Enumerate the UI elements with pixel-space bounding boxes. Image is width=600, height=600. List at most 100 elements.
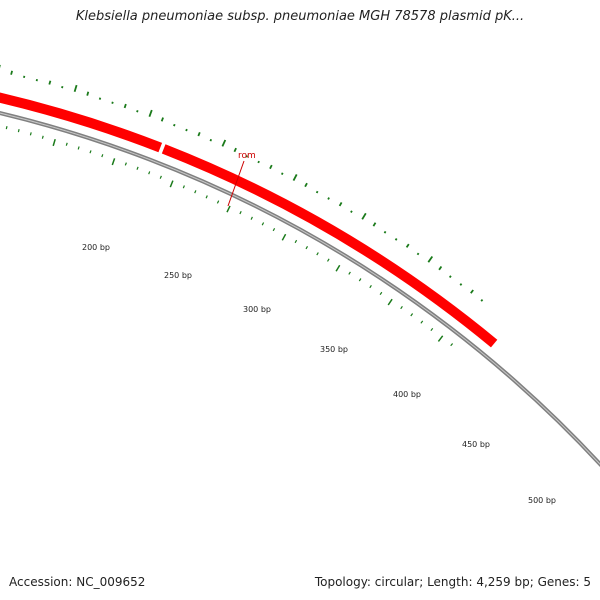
gc-mark	[361, 212, 367, 220]
ruler-tick	[136, 166, 139, 170]
gc-mark	[10, 70, 13, 75]
ruler-label-400: 400 bp	[393, 390, 421, 399]
gc-mark	[98, 97, 102, 100]
ruler-label-500: 500 bp	[528, 496, 556, 505]
gc-mark	[315, 190, 319, 194]
ruler-labels: 200 bp 250 bp 300 bp 350 bp 400 bp 450 b…	[82, 243, 556, 505]
ruler-tick	[148, 171, 151, 175]
ruler-label-200: 200 bp	[82, 243, 110, 252]
gc-mark	[480, 299, 484, 302]
gc-mark	[148, 109, 153, 118]
gc-mark	[160, 117, 164, 122]
gc-mark	[280, 172, 284, 176]
gc-mark	[350, 210, 353, 213]
gc-mark	[438, 265, 443, 271]
ruler-tick	[52, 138, 56, 147]
gc-mark	[383, 230, 387, 234]
gc-mark	[209, 138, 213, 142]
gc-mark	[221, 139, 227, 147]
gene-rom-segment-2	[161, 144, 498, 348]
gc-mark	[416, 252, 420, 256]
gc-mark	[245, 155, 249, 158]
gc-mark	[123, 103, 127, 109]
ruler-tick	[65, 142, 68, 146]
ruler-tick	[111, 158, 116, 166]
ruler-tick	[182, 185, 185, 189]
gc-mark	[327, 197, 330, 200]
ruler-tick	[358, 278, 362, 282]
topology-summary: Topology: circular; Length: 4,259 bp; Ge…	[314, 575, 591, 589]
ruler-label-350: 350 bp	[320, 345, 348, 354]
gc-mark	[86, 91, 90, 96]
ruler-tick	[410, 313, 414, 317]
ruler-label-450: 450 bp	[462, 440, 490, 449]
ruler-tick	[5, 126, 8, 130]
ruler-label-250: 250 bp	[164, 271, 192, 280]
gc-mark	[292, 173, 298, 182]
map-title: Klebsiella pneumoniae subsp. pneumoniae …	[75, 9, 525, 24]
gc-mark	[372, 222, 377, 227]
ruler-tick	[250, 216, 253, 220]
gc-mark	[173, 123, 176, 127]
ruler-tick	[124, 162, 127, 166]
ruler-tick	[379, 291, 383, 296]
ruler-tick	[226, 205, 231, 213]
ruler-tick	[437, 335, 444, 342]
ruler-tick	[205, 195, 208, 199]
ruler-tick	[239, 211, 242, 215]
gene-rom-label: rom	[238, 151, 256, 161]
sequence-backbone-highlight	[0, 112, 600, 466]
ruler-tick	[369, 284, 372, 289]
ruler-tick	[348, 271, 351, 275]
gc-mark	[470, 289, 474, 294]
gc-skew-track	[0, 64, 484, 302]
ruler-tick	[387, 298, 393, 306]
ruler-tick	[29, 132, 32, 136]
gene-rom-segment-1	[0, 92, 163, 153]
gene-rom[interactable]: rom	[0, 65, 498, 348]
ruler-tick	[430, 327, 434, 332]
ruler-tick	[294, 239, 298, 244]
gc-mark	[269, 164, 273, 170]
ruler-tick	[450, 343, 454, 347]
ruler-label-300: 300 bp	[243, 305, 271, 314]
gc-mark	[111, 101, 114, 104]
gc-mark	[427, 255, 434, 263]
ruler-ticks	[5, 126, 454, 347]
ruler-tick	[194, 190, 197, 194]
gc-mark	[394, 238, 398, 241]
ruler-tick	[335, 264, 341, 272]
gc-mark	[136, 109, 139, 113]
gc-mark	[459, 283, 463, 286]
ruler-tick	[17, 129, 20, 133]
ruler-tick	[400, 305, 403, 310]
ruler-tick	[326, 258, 330, 262]
gc-mark	[23, 75, 26, 79]
gc-mark	[185, 128, 188, 132]
accession-label: Accession: NC_009652	[9, 575, 146, 589]
gc-mark	[304, 182, 308, 188]
gc-mark	[48, 80, 52, 85]
ruler-tick	[305, 246, 309, 250]
ruler-tick	[216, 200, 220, 204]
ruler-tick	[89, 150, 92, 154]
ruler-tick	[77, 146, 80, 150]
gc-mark	[61, 85, 64, 89]
gc-mark	[197, 131, 201, 137]
gc-mark	[338, 201, 343, 207]
gc-mark	[257, 160, 260, 164]
ruler-tick	[316, 252, 319, 256]
gc-mark	[233, 147, 237, 153]
gc-mark	[405, 243, 410, 248]
ruler-tick	[159, 175, 162, 179]
gc-mark	[73, 84, 78, 93]
gc-mark	[448, 275, 452, 279]
gc-mark	[35, 78, 38, 82]
ruler-tick	[101, 154, 104, 158]
ruler-tick	[261, 222, 265, 226]
ruler-tick	[169, 180, 174, 188]
gene-rom-label-leader	[227, 160, 245, 207]
ruler-tick	[272, 228, 276, 232]
ruler-tick	[281, 233, 287, 241]
ruler-tick	[41, 135, 44, 139]
